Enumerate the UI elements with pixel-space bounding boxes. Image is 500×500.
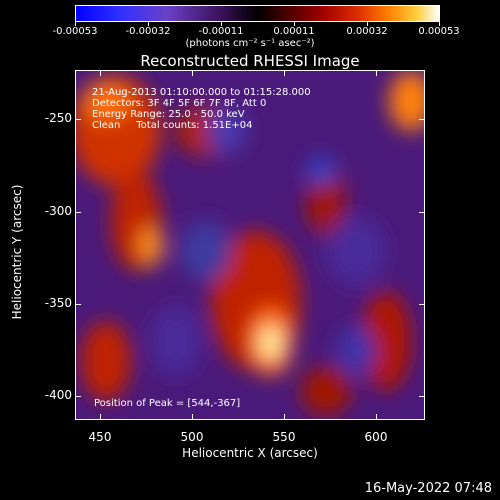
x-tick	[192, 70, 193, 76]
y-tick	[75, 119, 81, 120]
y-tick	[419, 396, 425, 397]
x-tick	[284, 70, 285, 76]
image-title: Reconstructed RHESSI Image	[140, 52, 360, 70]
time-range-text: 21-Aug-2013 01:10:00.000 to 01:15:28.000	[92, 87, 311, 98]
x-tick-label: 550	[272, 430, 296, 444]
y-tick	[419, 119, 425, 120]
colorbar	[75, 5, 440, 22]
clean-counts-text: Clean Total counts: 1.51E+04	[92, 120, 253, 131]
colorbar-tick	[148, 22, 149, 26]
x-tick-label: 600	[364, 430, 388, 444]
colorbar-tick	[367, 22, 368, 26]
x-tick-label: 500	[180, 430, 204, 444]
render-timestamp: 16-May-2022 07:48	[364, 481, 492, 496]
y-tick	[75, 304, 81, 305]
y-tick-label: -300	[44, 204, 72, 218]
colorbar-label: -0.00011	[198, 26, 244, 37]
energy-range-text: Energy Range: 25.0 - 50.0 keV	[92, 109, 245, 120]
detectors-text: Detectors: 3F 4F 5F 6F 7F 8F, Att 0	[92, 98, 267, 109]
x-axis-title: Heliocentric X (arcsec)	[182, 446, 318, 460]
colorbar-label: 0.00032	[346, 26, 388, 37]
colorbar-label: 0.00011	[273, 26, 315, 37]
x-tick	[192, 414, 193, 420]
y-tick	[75, 212, 81, 213]
colorbar-label: -0.00032	[125, 26, 171, 37]
heatmap-pixels	[76, 71, 424, 419]
colorbar-label: -0.00053	[52, 26, 98, 37]
y-axis-title: Heliocentric Y (arcsec)	[10, 184, 24, 320]
x-tick	[284, 414, 285, 420]
colorbar-label: 0.00053	[418, 26, 460, 37]
colorbar-unit: (photons cm⁻² s⁻¹ asec⁻²)	[185, 38, 315, 49]
colorbar-tick	[75, 22, 76, 26]
y-tick	[419, 212, 425, 213]
x-tick	[100, 414, 101, 420]
y-tick	[419, 304, 425, 305]
y-tick-label: -250	[44, 111, 72, 125]
x-tick	[376, 70, 377, 76]
colorbar-tick	[294, 22, 295, 26]
y-tick	[75, 396, 81, 397]
solar-image: 21-Aug-2013 01:10:00.000 to 01:15:28.000…	[75, 70, 425, 420]
y-tick-label: -350	[44, 296, 72, 310]
x-tick	[376, 414, 377, 420]
x-tick-label: 450	[88, 430, 112, 444]
peak-position-text: Position of Peak = [544,-367]	[94, 398, 241, 409]
colorbar-tick	[221, 22, 222, 26]
x-tick	[100, 70, 101, 76]
y-tick-label: -400	[44, 388, 72, 402]
colorbar-tick	[439, 22, 440, 26]
